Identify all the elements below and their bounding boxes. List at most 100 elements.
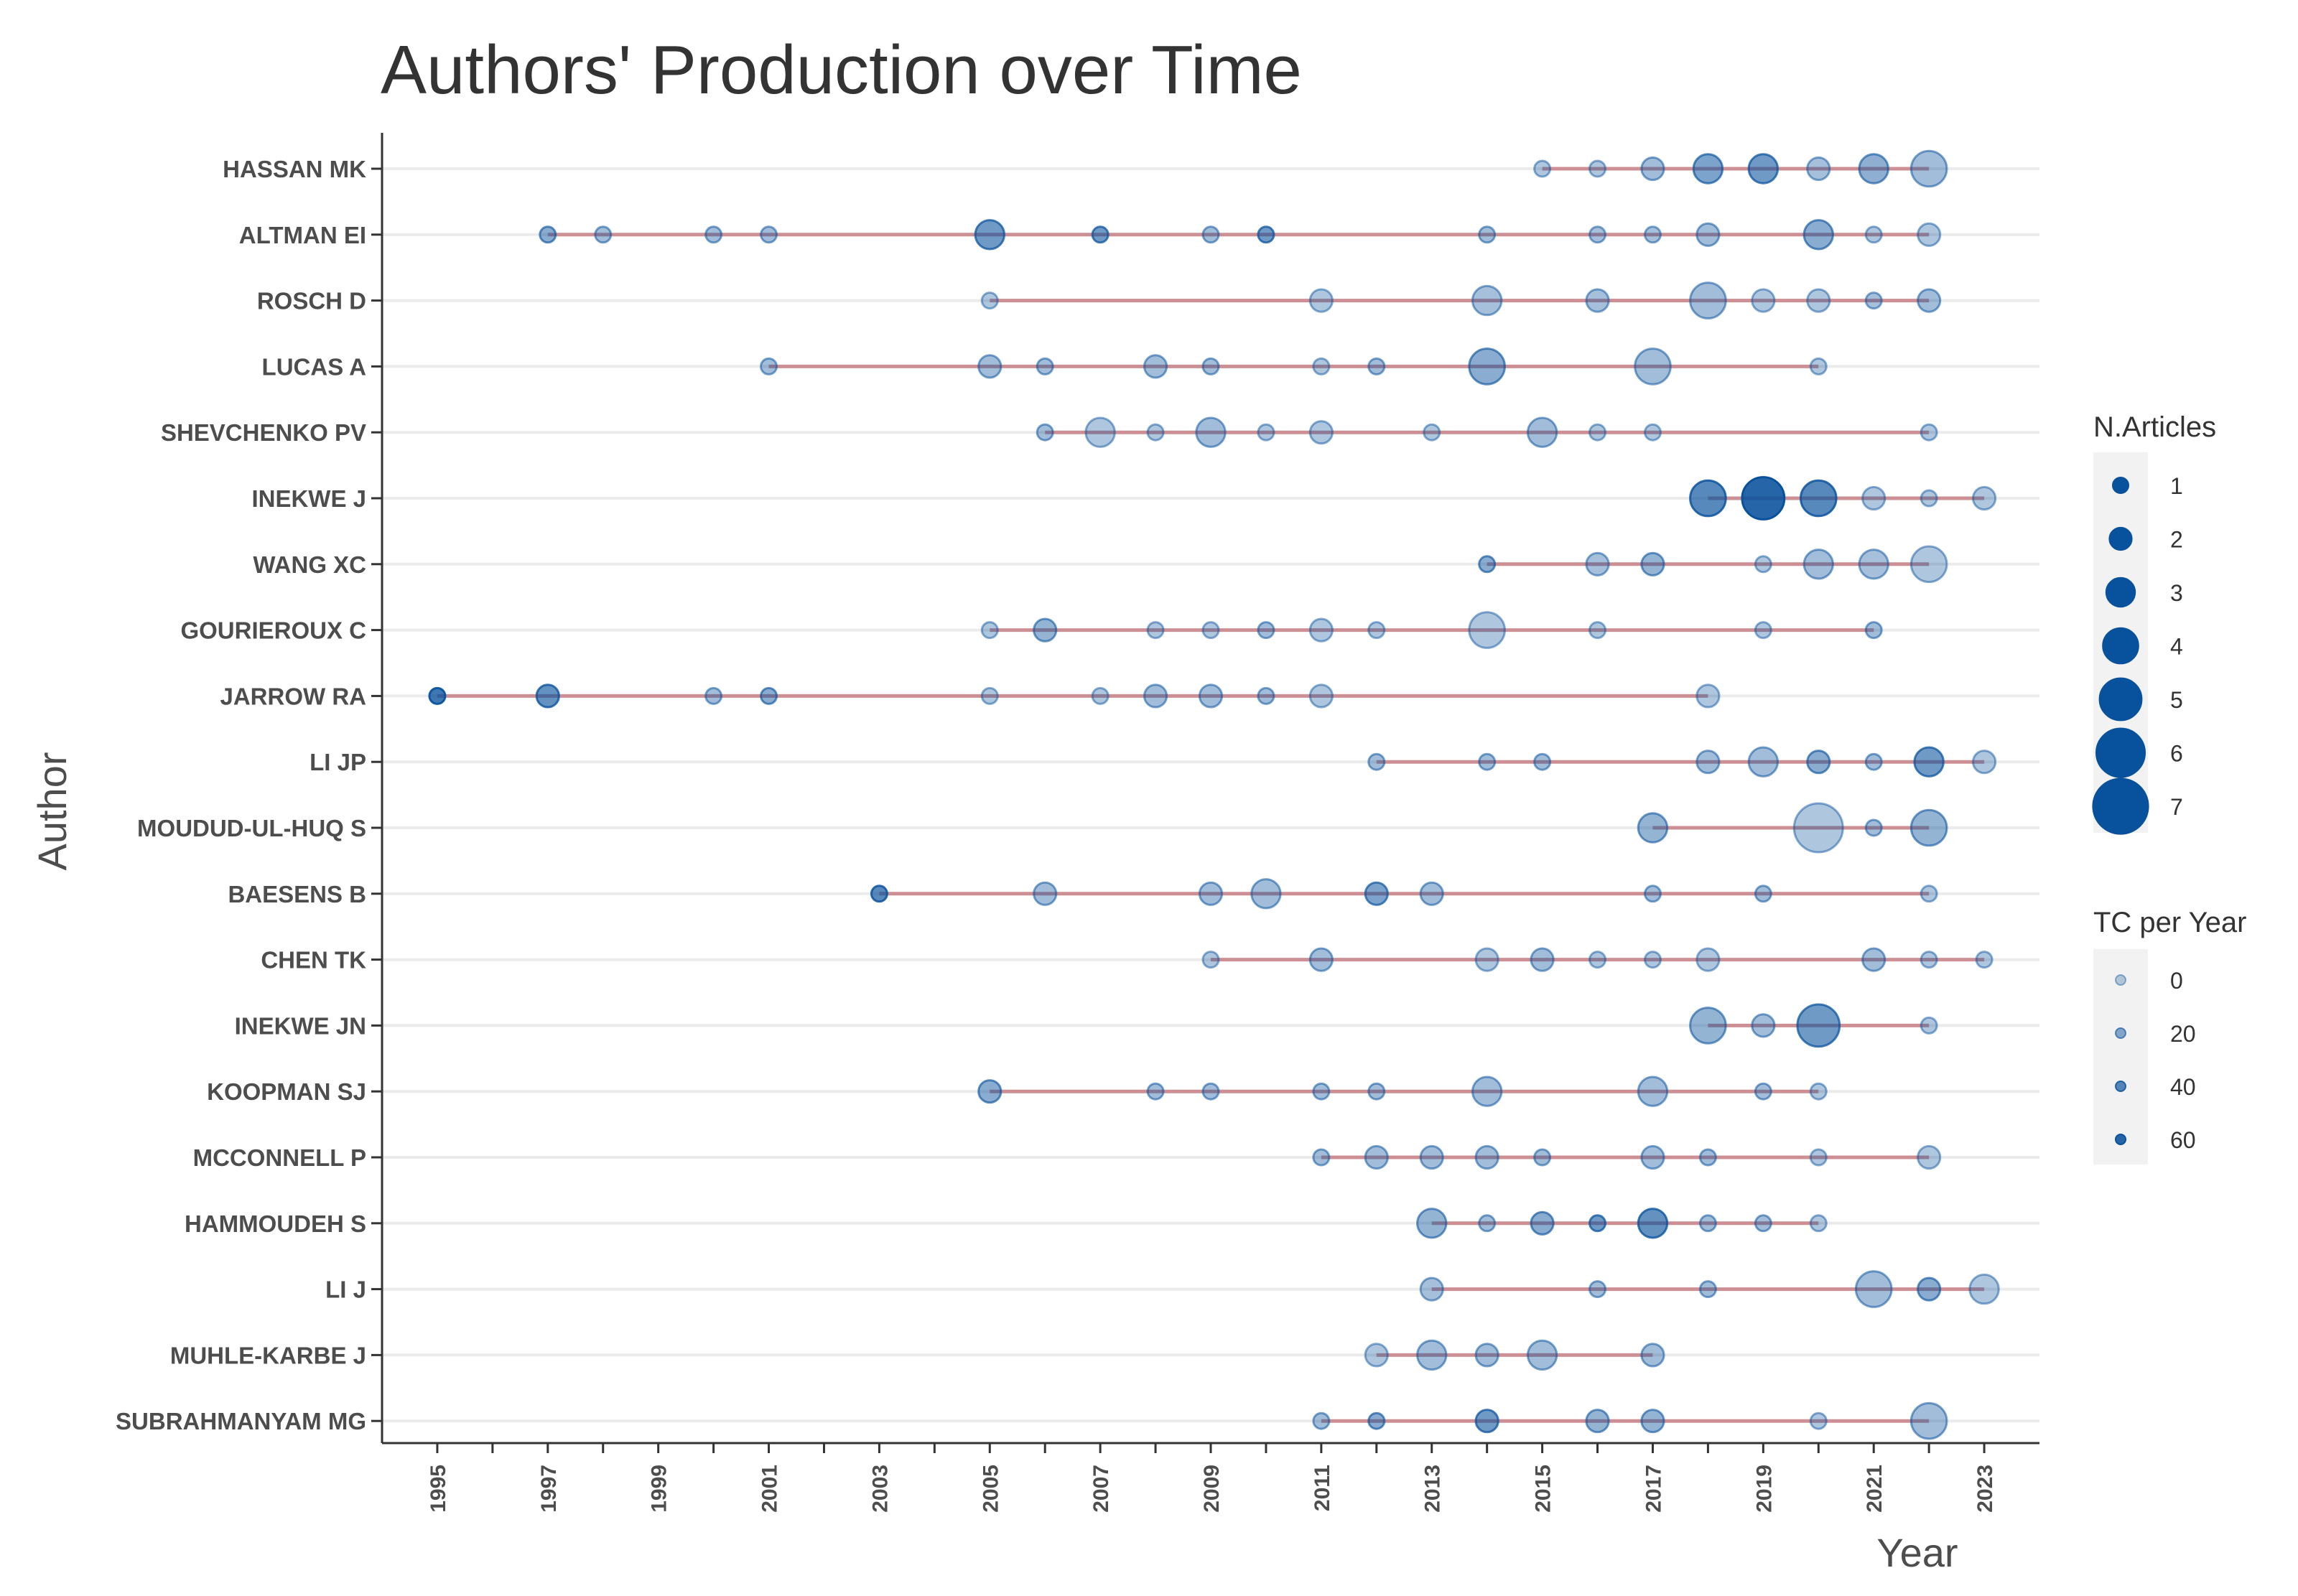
axes: HASSAN MK ALTMAN EI ROSCH D LUCAS A SHEVCHEN… <box>116 133 2039 1513</box>
data-point <box>1747 746 1780 778</box>
x-tick-label: 2015 <box>1532 1465 1555 1513</box>
size-legend-label: 5 <box>2170 687 2183 713</box>
author-label: ALTMAN EI <box>239 222 366 248</box>
tc-legend-key <box>2115 1081 2126 1092</box>
size-legend-key <box>2112 477 2129 494</box>
data-point <box>1640 551 1665 577</box>
x-tick-label: 1999 <box>648 1465 671 1513</box>
tc-legend-label: 0 <box>2170 968 2183 994</box>
data-point <box>1146 423 1165 442</box>
data-point <box>1423 423 1441 442</box>
data-point <box>980 291 999 310</box>
data-point <box>1198 683 1224 709</box>
data-point <box>1637 812 1669 844</box>
data-point <box>1968 1273 2000 1305</box>
author-label: MOUDUD-UL-HUQ S <box>137 815 366 841</box>
data-point <box>1695 222 1721 247</box>
data-point <box>1530 947 1555 972</box>
data-point <box>1201 951 1220 969</box>
data-point <box>1585 288 1610 313</box>
author-label: INEKWE JN <box>235 1012 366 1039</box>
size-legend-title: N.Articles <box>2093 411 2216 443</box>
size-legend-key <box>2108 526 2133 551</box>
author-label: LI JP <box>310 749 366 775</box>
author-label: BAESENS B <box>228 881 366 907</box>
x-tick-label: 2023 <box>1973 1465 1997 1513</box>
data-point <box>1419 1277 1444 1302</box>
tc-legend-key <box>2115 1134 2126 1145</box>
data-point <box>1308 288 1334 313</box>
author-label: CHEN TK <box>261 947 366 974</box>
data-point <box>1909 149 1948 188</box>
x-tick-label: 2011 <box>1311 1465 1334 1511</box>
tc-legend-label: 20 <box>2170 1021 2196 1047</box>
x-tick-label: 2007 <box>1089 1465 1113 1513</box>
grid-layer <box>382 167 2039 1423</box>
data-point <box>870 885 888 903</box>
data-point <box>1474 1144 1499 1170</box>
tc-legend-key <box>2115 974 2126 986</box>
x-tick-label: 2017 <box>1642 1465 1665 1513</box>
data-point <box>1864 818 1883 837</box>
data-point <box>1917 222 1942 247</box>
data-point <box>1312 1411 1331 1430</box>
data-point <box>977 1079 1003 1104</box>
data-point <box>1367 752 1386 771</box>
data-point <box>1257 225 1275 244</box>
data-point <box>1809 1148 1828 1167</box>
data-point <box>1741 476 1786 521</box>
data-point <box>704 686 723 705</box>
data-point <box>1091 686 1110 705</box>
author-label: MUHLE-KARBE J <box>170 1342 366 1368</box>
data-point <box>1471 284 1503 317</box>
data-point <box>1640 1343 1665 1368</box>
data-point <box>1640 156 1665 182</box>
size-legend-label: 7 <box>2170 794 2183 820</box>
data-point <box>760 686 778 705</box>
data-point <box>1806 750 1831 775</box>
author-lines <box>437 167 1985 1423</box>
y-axis-title: Author <box>29 752 75 871</box>
data-point <box>1201 621 1220 640</box>
data-point <box>1526 416 1558 448</box>
data-points <box>428 149 2000 1440</box>
data-point <box>980 686 999 705</box>
data-point <box>1920 885 1938 903</box>
data-point <box>1698 1148 1717 1167</box>
data-point <box>1747 153 1780 185</box>
data-point <box>1796 1003 1841 1048</box>
data-point <box>1643 423 1662 442</box>
tc-legend-label: 40 <box>2170 1074 2196 1100</box>
data-point <box>1588 159 1607 178</box>
data-point <box>1474 1409 1499 1434</box>
data-point <box>1751 1013 1776 1038</box>
tc-legend-title: TC per Year <box>2093 907 2246 938</box>
data-point <box>1637 1208 1669 1239</box>
data-point <box>1033 881 1058 906</box>
data-point <box>1799 479 1838 518</box>
data-point <box>1689 479 1727 518</box>
data-point <box>1468 611 1506 649</box>
x-tick-label: 2005 <box>979 1465 1003 1513</box>
data-point <box>1312 1082 1331 1101</box>
data-point <box>1419 1144 1444 1170</box>
data-point <box>1909 545 1948 584</box>
data-point <box>1751 288 1776 313</box>
data-point <box>1858 549 1889 580</box>
data-point <box>1643 225 1662 244</box>
data-point <box>1637 1075 1669 1107</box>
data-point <box>1809 1082 1828 1101</box>
data-point <box>1864 225 1883 244</box>
data-point <box>1367 357 1386 375</box>
author-label: HAMMOUDEH S <box>185 1210 366 1237</box>
data-point <box>1257 686 1275 705</box>
data-point <box>1809 1214 1828 1233</box>
author-label: GOURIEROUX C <box>180 617 366 644</box>
data-point <box>1920 489 1938 508</box>
data-point <box>1640 1144 1665 1170</box>
data-point <box>1526 1339 1558 1371</box>
data-point <box>1802 549 1834 580</box>
data-point <box>1364 881 1389 906</box>
author-label: WANG XC <box>253 551 366 578</box>
data-point <box>1588 1214 1607 1233</box>
